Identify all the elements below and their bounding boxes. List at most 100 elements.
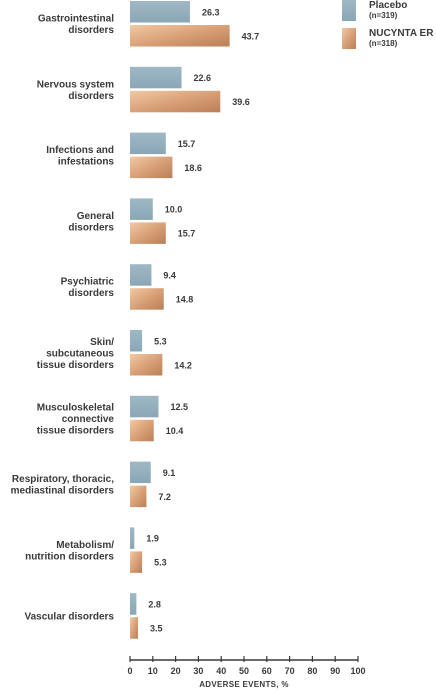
placebo-value-label: 2.8 xyxy=(148,599,161,609)
nucynta-er-bar xyxy=(130,222,166,244)
category-group: 5.3 14.2 Skin/subcutaneous tissue disorders xyxy=(37,330,192,376)
nucynta-er-value-label: 5.3 xyxy=(154,558,167,568)
nucynta-er-value-label: 14.2 xyxy=(174,360,192,370)
legend: Placebo(n=319) NUCYNTA ER(n=318) xyxy=(342,0,434,49)
placebo-bar xyxy=(130,527,135,549)
legend-series-name: NUCYNTA ER xyxy=(369,28,434,39)
nucynta-er-value-label: 43.7 xyxy=(242,31,260,41)
placebo-bar xyxy=(130,593,137,615)
legend-series-n: (n=319) xyxy=(369,11,398,20)
nucynta-er-bar xyxy=(130,617,138,639)
category-group: 2.8 3.5 Vascular disorders xyxy=(25,593,163,639)
category-label-line: Infections and xyxy=(46,145,114,156)
placebo-bar xyxy=(130,395,159,418)
legend-swatch xyxy=(342,28,356,49)
nucynta-er-value-label: 7.2 xyxy=(158,492,171,502)
category-label: Respiratory, thoracic, mediastinal disord… xyxy=(11,474,115,497)
legend-item-nucynta-er: NUCYNTA ER(n=318) xyxy=(342,28,434,49)
placebo-bar xyxy=(130,198,153,220)
placebo-bar xyxy=(130,264,152,286)
category-label-line: General xyxy=(77,211,114,222)
placebo-value-label: 5.3 xyxy=(154,336,167,346)
nucynta-er-bar xyxy=(130,288,164,310)
category-label-line: subcutaneous xyxy=(46,348,114,359)
x-tick-label: 50 xyxy=(239,666,249,676)
category-label-line: tissue disorders xyxy=(37,360,115,371)
placebo-value-label: 15.7 xyxy=(178,139,196,149)
category-group: 12.5 10.4 Musculoskeletal connective tissue … xyxy=(37,395,189,442)
x-tick-label: 60 xyxy=(262,666,272,676)
placebo-bar xyxy=(130,66,182,89)
x-tick-label: 80 xyxy=(307,666,317,676)
x-axis-title: ADVERSE EVENTS, % xyxy=(199,680,289,689)
category-group: 26.3 43.7 Gastrointestinal disorders xyxy=(38,1,259,47)
placebo-bar xyxy=(130,330,143,352)
category-group: 15.7 18.6 Infections and infestations xyxy=(46,132,202,179)
placebo-value-label: 22.6 xyxy=(194,73,212,83)
legend-series-name: Placebo xyxy=(369,0,407,11)
x-tick-label: 70 xyxy=(285,666,295,676)
category-label-line: Metabolism/ xyxy=(56,540,114,551)
nucynta-er-bar xyxy=(130,551,143,573)
category-label-line: Skin/ xyxy=(90,337,114,348)
nucynta-er-value-label: 18.6 xyxy=(184,163,202,173)
nucynta-er-value-label: 10.4 xyxy=(166,426,184,436)
placebo-value-label: 10.0 xyxy=(165,205,183,215)
legend-series-n: (n=318) xyxy=(369,39,398,48)
placebo-value-label: 9.1 xyxy=(163,468,176,478)
category-label-line: Respiratory, thoracic, xyxy=(12,474,114,485)
placebo-bar xyxy=(130,461,151,484)
category-label-line: infestations xyxy=(58,157,115,168)
x-tick-label: 10 xyxy=(148,666,158,676)
x-tick-label: 100 xyxy=(350,666,365,676)
nucynta-er-bar xyxy=(130,25,230,47)
x-axis: 0 10 20 30 40 50 60 70 80 90 100 ADVERSE EVENTS, % xyxy=(127,656,366,689)
category-group: 9.1 7.2 Respiratory, thoracic, mediastinal … xyxy=(11,461,176,508)
placebo-value-label: 1.9 xyxy=(146,534,159,544)
category-group: 22.6 39.6 Nervous system disorders xyxy=(37,66,250,113)
category-label-line: Gastrointestinal xyxy=(38,14,114,25)
placebo-value-label: 9.4 xyxy=(163,270,176,280)
legend-item-placebo: Placebo(n=319) xyxy=(342,0,407,21)
category-label: Gastrointestinal disorders xyxy=(38,14,115,37)
category-label-line: Musculoskeletal xyxy=(37,403,114,414)
x-tick-label: 0 xyxy=(127,666,132,676)
category-label: Psychiatric disorders xyxy=(61,277,115,300)
nucynta-er-bar xyxy=(130,354,163,376)
x-tick-label: 40 xyxy=(216,666,226,676)
category-label-line: connective xyxy=(62,414,115,425)
category-label: Infections and infestations xyxy=(46,145,114,168)
category-group: 9.4 14.8 Psychiatric disorders xyxy=(61,264,194,310)
category-label: Vascular disorders xyxy=(25,611,115,622)
legend-swatch xyxy=(342,0,356,21)
nucynta-er-bar xyxy=(130,156,173,179)
category-label-line: disorders xyxy=(68,91,114,102)
category-group: 1.9 5.3 Metabolism/nutrition disorders xyxy=(25,527,167,573)
category-label: Musculoskeletal connective tissue disorder… xyxy=(37,403,115,437)
category-group: 10.0 15.7 General disorders xyxy=(68,198,195,244)
nucynta-er-bar xyxy=(130,419,154,442)
category-label-line: disorders xyxy=(68,288,114,299)
x-tick-label: 20 xyxy=(171,666,181,676)
category-label-line: Vascular disorders xyxy=(25,611,115,622)
nucynta-er-value-label: 3.5 xyxy=(150,623,163,633)
x-tick-label: 30 xyxy=(193,666,203,676)
category-label-line: disorders xyxy=(68,222,114,233)
placebo-value-label: 12.5 xyxy=(171,402,189,412)
category-label-line: Nervous system xyxy=(37,79,114,90)
category-label-line: nutrition disorders xyxy=(25,551,114,562)
category-label-line: disorders xyxy=(68,25,114,36)
category-label-line: Psychiatric xyxy=(61,277,115,288)
category-label: General disorders xyxy=(68,211,114,234)
category-label-line: mediastinal disorders xyxy=(11,486,115,497)
nucynta-er-value-label: 15.7 xyxy=(178,229,196,239)
category-label-line: tissue disorders xyxy=(37,426,115,437)
nucynta-er-value-label: 14.8 xyxy=(176,294,194,304)
category-label: Skin/subcutaneous tissue disorders xyxy=(37,337,115,371)
nucynta-er-bar xyxy=(130,90,221,113)
placebo-value-label: 26.3 xyxy=(202,7,220,17)
placebo-bar xyxy=(130,1,190,23)
placebo-bar xyxy=(130,132,166,155)
